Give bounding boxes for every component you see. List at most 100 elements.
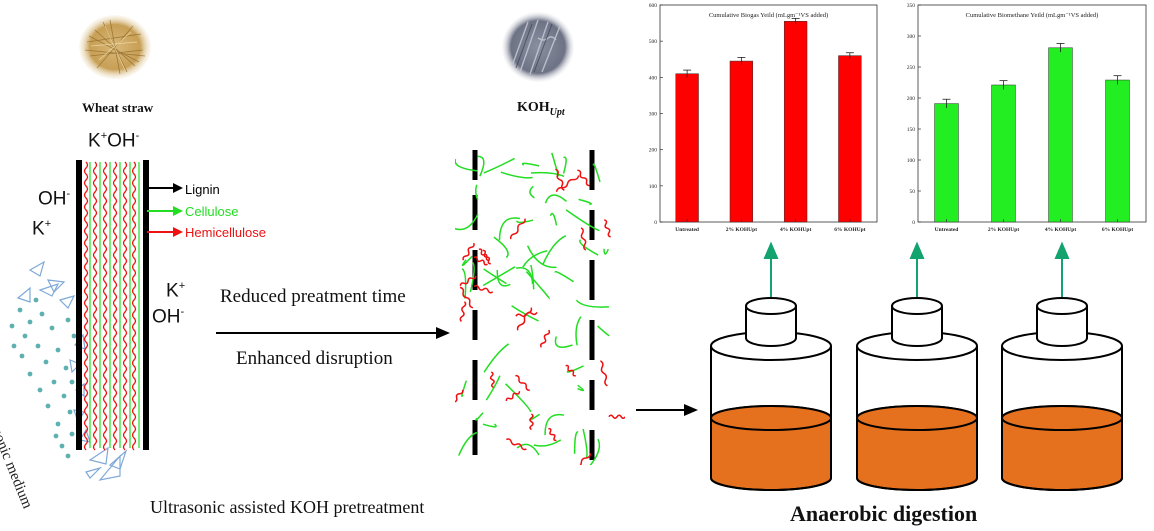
cellulose-strand — [578, 198, 592, 206]
cellulose-strand — [461, 380, 468, 397]
bar — [1048, 47, 1073, 223]
y-tick-label: 200 — [649, 148, 658, 154]
digestate-surface — [856, 405, 978, 431]
biogas-chart: Cumulative Biogas Yeild (mLgm⁻¹VS added)… — [630, 0, 885, 240]
y-tick-label: 50 — [910, 189, 916, 195]
x-tick-label: 6% KOHUpt — [834, 227, 865, 233]
cellulose-strand — [575, 299, 609, 308]
hemicellulose-strand — [539, 329, 551, 348]
cellulose-strand — [592, 163, 601, 183]
digester-vessel-2 — [856, 297, 978, 491]
cellulose-strand — [533, 439, 562, 447]
y-tick-label: 600 — [649, 3, 658, 9]
k-left-label: K+ — [32, 218, 52, 240]
cellulose-strand — [597, 325, 610, 337]
cellulose-strand — [562, 156, 567, 174]
cellulose-strand — [461, 255, 473, 267]
y-tick-label: 150 — [907, 127, 916, 133]
hemicellulose-strand — [515, 374, 530, 391]
cellulose-strand — [577, 384, 585, 392]
hemicellulose-strand — [122, 161, 128, 451]
hemicellulose-strand — [482, 249, 491, 265]
koh-upt-sem-image — [498, 8, 578, 86]
digestion-arrow — [636, 403, 698, 417]
green-arrows — [700, 240, 1100, 302]
hemicellulose-strand — [112, 161, 118, 451]
hemicellulose-strand — [131, 161, 137, 451]
cellulose-strand — [544, 413, 565, 436]
hemicellulose-strand — [92, 161, 98, 451]
digester-vessel-1 — [710, 297, 832, 491]
cellulose-strand — [515, 266, 534, 285]
cellulose-label: Cellulose — [185, 204, 239, 219]
x-tick-label: 6% KOHUpt — [1102, 227, 1133, 233]
y-tick-label: 0 — [654, 220, 657, 226]
cellulose-strand — [565, 209, 600, 232]
y-tick-label: 100 — [907, 158, 916, 164]
reduced-time-label: Reduced preatment time — [220, 286, 406, 307]
cellulose-strand — [469, 262, 475, 293]
cellulose-strand — [573, 431, 579, 454]
bar — [934, 103, 959, 223]
wheat-straw-image — [75, 12, 155, 82]
hemicellulose-strand — [473, 256, 488, 266]
hemicellulose-strand — [473, 284, 494, 294]
hemicellulose-strand — [505, 391, 521, 402]
hemicellulose-strand — [555, 175, 580, 193]
cellulose-strand — [603, 248, 609, 255]
lignin-label: Lignin — [185, 182, 220, 197]
cellulose-strand — [589, 438, 601, 467]
hemicellulose-label: Hemicellulose — [185, 225, 266, 240]
cellulose-strand — [525, 271, 550, 300]
x-tick-label: 4% KOHUpt — [1045, 227, 1076, 233]
hemicellulose-strand — [509, 218, 526, 240]
cellulose-strand — [511, 305, 539, 322]
plot-frame — [917, 4, 1147, 223]
hemicellulose-strand — [603, 219, 611, 238]
hemicellulose-strand — [102, 161, 108, 451]
component-arrows — [145, 180, 185, 240]
cellulose-strand — [500, 171, 533, 179]
y-tick-label: 250 — [907, 65, 916, 71]
ultrasonic-particles — [9, 297, 77, 459]
digestate-surface — [1001, 405, 1123, 431]
cellulose-strand — [483, 343, 510, 373]
hemicellulose-strand — [608, 414, 626, 420]
hemicellulose-strand — [489, 371, 495, 388]
cellulose-strand — [475, 412, 484, 421]
cellulose-strand — [505, 383, 532, 413]
cellulose-strand — [451, 213, 479, 231]
y-tick-label: 350 — [907, 3, 916, 9]
hemicellulose-strand — [83, 161, 89, 451]
x-tick-label: 4% KOHUpt — [780, 227, 811, 233]
cellulose-strand — [549, 212, 558, 226]
cellulose-strand — [483, 157, 515, 174]
x-tick-label: 2% KOHUpt — [988, 227, 1019, 233]
cellulose-strand — [474, 184, 479, 201]
y-tick-label: 200 — [907, 96, 916, 102]
digester-vessel-3 — [1001, 297, 1123, 491]
process-arrow — [216, 326, 452, 340]
y-tick-label: 300 — [649, 112, 658, 118]
x-tick-label: Untreated — [935, 227, 959, 233]
wheat-straw-label: Wheat straw — [82, 100, 154, 115]
cellulose-strand — [530, 264, 535, 290]
oh-left-label: OH- — [38, 188, 71, 210]
hemicellulose-strand — [459, 275, 477, 286]
y-tick-label: 400 — [649, 75, 658, 81]
bar — [675, 73, 699, 223]
digestate-surface — [710, 405, 832, 431]
cellulose-strand — [542, 235, 567, 266]
hemicellulose-strand — [529, 413, 534, 431]
cellulose-strand — [516, 219, 534, 224]
bar — [991, 84, 1016, 223]
chart-title: Cumulative Biogas Yeild (mLgm⁻¹VS added) — [709, 12, 828, 19]
y-tick-label: 0 — [912, 220, 915, 226]
x-tick-label: 2% KOHUpt — [726, 227, 757, 233]
cellulose-strand — [483, 268, 507, 285]
y-tick-label: 300 — [907, 34, 916, 40]
bar — [783, 21, 808, 223]
hemicellulose-strand — [555, 168, 565, 191]
cellulose-strand — [493, 236, 509, 259]
